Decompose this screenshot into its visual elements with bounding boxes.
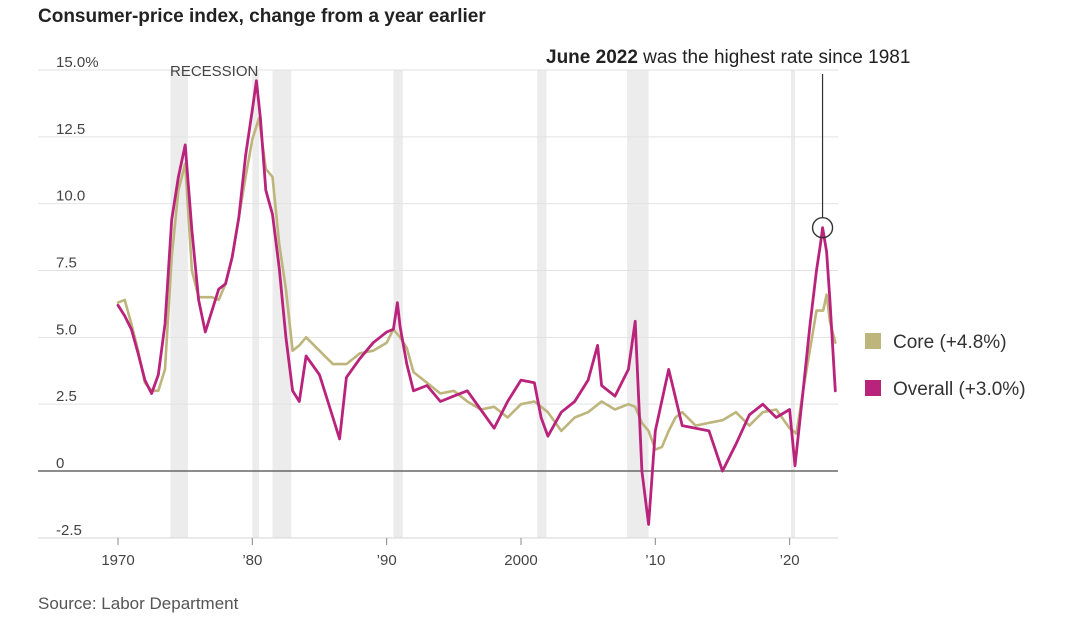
y-tick-label: 15.0%	[56, 54, 99, 71]
chart-title: Consumer-price index, change from a year…	[38, 6, 486, 27]
series-line-core	[116, 116, 837, 451]
x-tick-label: ’80	[242, 552, 262, 569]
annotation-bold: June 2022	[546, 47, 638, 68]
recession-bands	[170, 70, 796, 538]
y-tick-label: 7.5	[56, 255, 77, 272]
source-note: Source: Labor Department	[38, 594, 239, 613]
recession-band	[252, 70, 260, 538]
x-tick-label: ’90	[377, 552, 397, 569]
gridlines	[38, 69, 838, 539]
x-tick-label: 1970	[101, 552, 134, 569]
x-axis: 1970 ’80 ’90 2000 ’10 ’20	[101, 538, 800, 569]
series-line-overall	[116, 79, 837, 526]
x-tick-label: 2000	[504, 552, 537, 569]
recession-band	[790, 70, 796, 538]
annotation-rest: was the highest rate since 1981	[638, 47, 911, 68]
annotation-circle	[811, 217, 834, 239]
y-tick-label: 2.5	[56, 388, 77, 405]
x-tick-label: ’10	[645, 552, 665, 569]
legend-label-core: Core (+4.8%)	[893, 332, 1007, 353]
y-tick-label: 0	[56, 455, 64, 472]
y-tick-label: 5.0	[56, 321, 77, 338]
y-tick-label: -2.5	[56, 522, 82, 539]
x-tick-label: ’20	[780, 552, 800, 569]
annotation-text: June 2022 was the highest rate since 198…	[546, 47, 910, 68]
series-lines	[116, 79, 837, 526]
annotation: June 2022 was the highest rate since 198…	[546, 47, 910, 239]
legend-label-overall: Overall (+3.0%)	[893, 379, 1026, 400]
y-tick-label: 12.5	[56, 121, 85, 138]
legend: Core (+4.8%) Overall (+3.0%)	[865, 332, 1026, 400]
y-tick-label: 10.0	[56, 188, 85, 205]
y-axis: 15.0% 12.5 10.0 7.5 5.0 2.5 0 -2.5	[56, 54, 99, 539]
recession-band	[170, 70, 188, 538]
recession-label: RECESSION	[170, 63, 258, 80]
legend-swatch-core	[865, 333, 881, 349]
legend-swatch-overall	[865, 380, 881, 396]
recession-band	[627, 70, 649, 538]
recession-band	[537, 70, 547, 538]
